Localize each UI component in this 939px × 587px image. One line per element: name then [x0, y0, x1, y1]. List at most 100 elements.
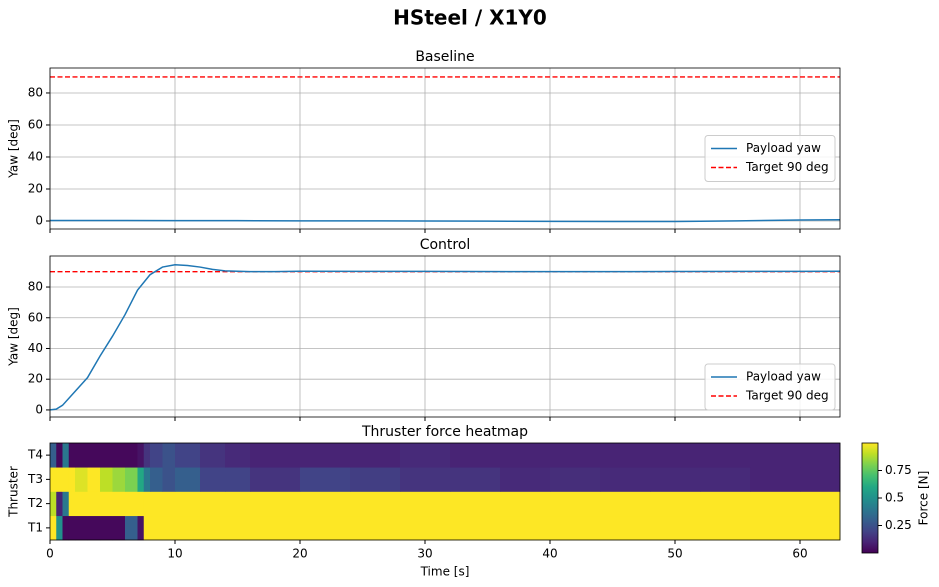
heat-cell — [750, 515, 801, 541]
x-tick-label: 20 — [292, 547, 307, 561]
colorbar-tick-label: 0.5 — [885, 491, 904, 505]
legend-label: Target 90 deg — [745, 160, 829, 174]
heat-cell — [500, 467, 551, 492]
colorbar — [861, 442, 879, 554]
y-tick-label: 20 — [28, 372, 43, 386]
heat-cell — [162, 467, 176, 492]
x-tick-label: 30 — [417, 547, 432, 561]
legend-label: Target 90 deg — [745, 389, 829, 403]
heat-cell — [600, 515, 651, 541]
subplot-title: Thruster force heatmap — [361, 424, 528, 440]
heat-cell — [87, 515, 101, 541]
heat-cell — [137, 467, 145, 492]
subplot-title: Baseline — [415, 49, 474, 65]
heat-cell — [750, 467, 801, 492]
heat-cell — [700, 491, 751, 517]
heat-cell — [56, 443, 63, 468]
heat-cell — [400, 491, 451, 517]
heat-cell — [137, 491, 145, 517]
heat-cell — [68, 467, 76, 492]
y-tick-label: T2 — [27, 496, 43, 510]
legend-label: Payload yaw — [746, 370, 821, 384]
heat-cell — [450, 467, 501, 492]
heat-cell — [550, 467, 601, 492]
heat-cell — [175, 467, 201, 492]
heat-cell — [150, 491, 163, 517]
heat-cell — [100, 443, 113, 468]
subplot-title: Control — [420, 237, 471, 253]
heat-cell — [75, 467, 88, 492]
heat-cell — [600, 443, 651, 468]
heat-cell — [125, 515, 138, 541]
y-axis-label: Thruster — [7, 466, 21, 518]
heat-cell — [225, 515, 251, 541]
heat-cell — [75, 443, 88, 468]
heat-cell — [50, 467, 57, 492]
y-axis-label: Yaw [deg] — [7, 119, 21, 179]
y-tick-label: 80 — [28, 280, 43, 294]
heat-cell — [150, 515, 163, 541]
heat-cell — [50, 491, 57, 517]
heat-cell — [800, 443, 841, 468]
heat-cell — [62, 491, 70, 517]
heat-cell — [143, 491, 151, 517]
heat-cell — [350, 515, 401, 541]
heat-cell — [125, 443, 138, 468]
heat-cell — [225, 467, 251, 492]
heat-cell — [600, 467, 651, 492]
heat-cell — [300, 443, 351, 468]
heat-cell — [200, 491, 226, 517]
heat-cell — [162, 515, 176, 541]
y-tick-label: T4 — [27, 448, 43, 462]
heat-cell — [500, 443, 551, 468]
heat-cell — [162, 491, 176, 517]
heat-cell — [750, 443, 801, 468]
heat-cell — [650, 467, 701, 492]
y-tick-label: T3 — [27, 472, 43, 486]
heat-cell — [112, 515, 126, 541]
heat-cell — [56, 491, 63, 517]
heat-cell — [400, 443, 451, 468]
heat-cell — [200, 515, 226, 541]
heat-cell — [550, 491, 601, 517]
y-tick-label: 0 — [35, 213, 43, 227]
heat-cell — [62, 443, 70, 468]
x-axis-label: Time [s] — [420, 565, 470, 579]
heat-cell — [700, 467, 751, 492]
heat-cell — [112, 443, 126, 468]
heat-cell — [87, 491, 101, 517]
plot-frame — [49, 67, 841, 230]
yaw-line — [50, 218, 841, 223]
heat-cell — [650, 491, 701, 517]
y-tick-label: 60 — [28, 117, 43, 131]
heat-cell — [300, 491, 351, 517]
x-tick-label: 50 — [667, 547, 682, 561]
heat-cell — [650, 443, 701, 468]
plot-frame — [49, 255, 841, 418]
colorbar-label: Force [N] — [917, 471, 931, 526]
heat-cell — [162, 443, 176, 468]
y-tick-label: 40 — [28, 341, 43, 355]
x-tick-label: 60 — [792, 547, 807, 561]
heat-cell — [143, 467, 151, 492]
y-tick-label: 40 — [28, 149, 43, 163]
heat-cell — [800, 491, 841, 517]
heat-cell — [650, 515, 701, 541]
heat-cell — [50, 515, 57, 541]
heat-cell — [87, 443, 101, 468]
x-tick-label: 0 — [46, 547, 54, 561]
heat-cell — [175, 443, 201, 468]
heat-cell — [112, 467, 126, 492]
heat-cell — [750, 491, 801, 517]
heat-cell — [100, 491, 113, 517]
plot-frame — [49, 442, 841, 541]
heat-cell — [150, 467, 163, 492]
heat-cell — [200, 443, 226, 468]
y-tick-label: 0 — [35, 402, 43, 416]
heat-cell — [87, 467, 101, 492]
heat-cell — [350, 491, 401, 517]
heat-cell — [700, 515, 751, 541]
heat-cell — [112, 491, 126, 517]
heat-cell — [175, 491, 201, 517]
